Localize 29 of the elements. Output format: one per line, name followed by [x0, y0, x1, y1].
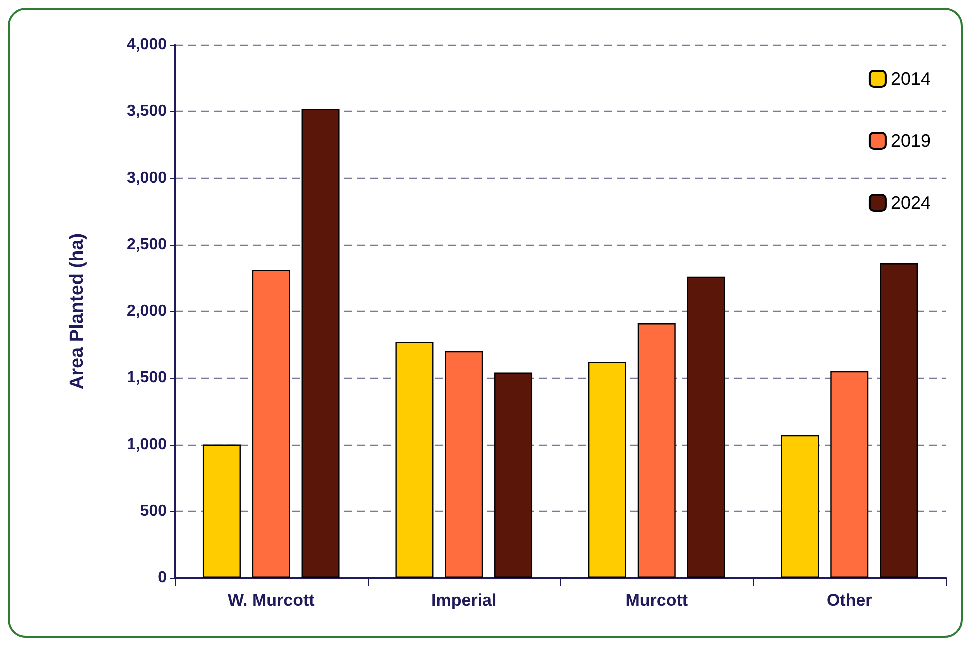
legend-label: 2014: [890, 69, 932, 89]
bar: [638, 323, 676, 578]
x-tick-label: W. Murcott: [228, 591, 316, 610]
y-tick-label: 2,000: [126, 303, 168, 320]
y-tick-label: 500: [140, 502, 168, 520]
y-tick-label: 3,000: [126, 170, 168, 187]
y-tick-label: 1,000: [126, 436, 168, 454]
legend-label: 2024: [890, 193, 932, 213]
x-tick-label: Other: [826, 591, 873, 610]
bar: [252, 270, 290, 578]
bar: [302, 108, 340, 578]
bar: [588, 362, 626, 578]
bar: [445, 351, 484, 578]
x-tick-label: Murcott: [626, 591, 688, 610]
x-tick-label: Imperial: [432, 591, 497, 610]
bar: [494, 372, 533, 578]
y-tick-label: 4,000: [126, 36, 168, 54]
bar: [396, 342, 434, 578]
y-tick-label: 0: [158, 570, 168, 586]
bar: [202, 444, 241, 578]
legend-label: 2019: [890, 131, 932, 151]
bar: [781, 435, 820, 578]
y-tick-label: 3,500: [126, 103, 168, 120]
bar: [687, 276, 726, 578]
bar: [880, 264, 918, 578]
y-tick-label: 2,500: [126, 236, 168, 254]
y-axis-title: Area Planted (ha): [67, 233, 88, 390]
y-tick-label: 1,500: [126, 370, 168, 387]
bar: [830, 371, 869, 578]
